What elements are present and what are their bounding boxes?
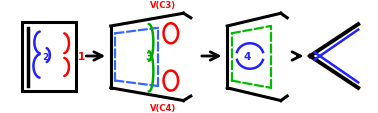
Text: V(C3): V(C3) <box>150 1 176 10</box>
Text: 2: 2 <box>42 52 48 61</box>
Bar <box>22 23 76 92</box>
Text: 3: 3 <box>146 52 153 61</box>
Text: 4: 4 <box>243 52 251 61</box>
Text: V(C4): V(C4) <box>149 103 176 112</box>
Text: 1: 1 <box>78 52 85 61</box>
